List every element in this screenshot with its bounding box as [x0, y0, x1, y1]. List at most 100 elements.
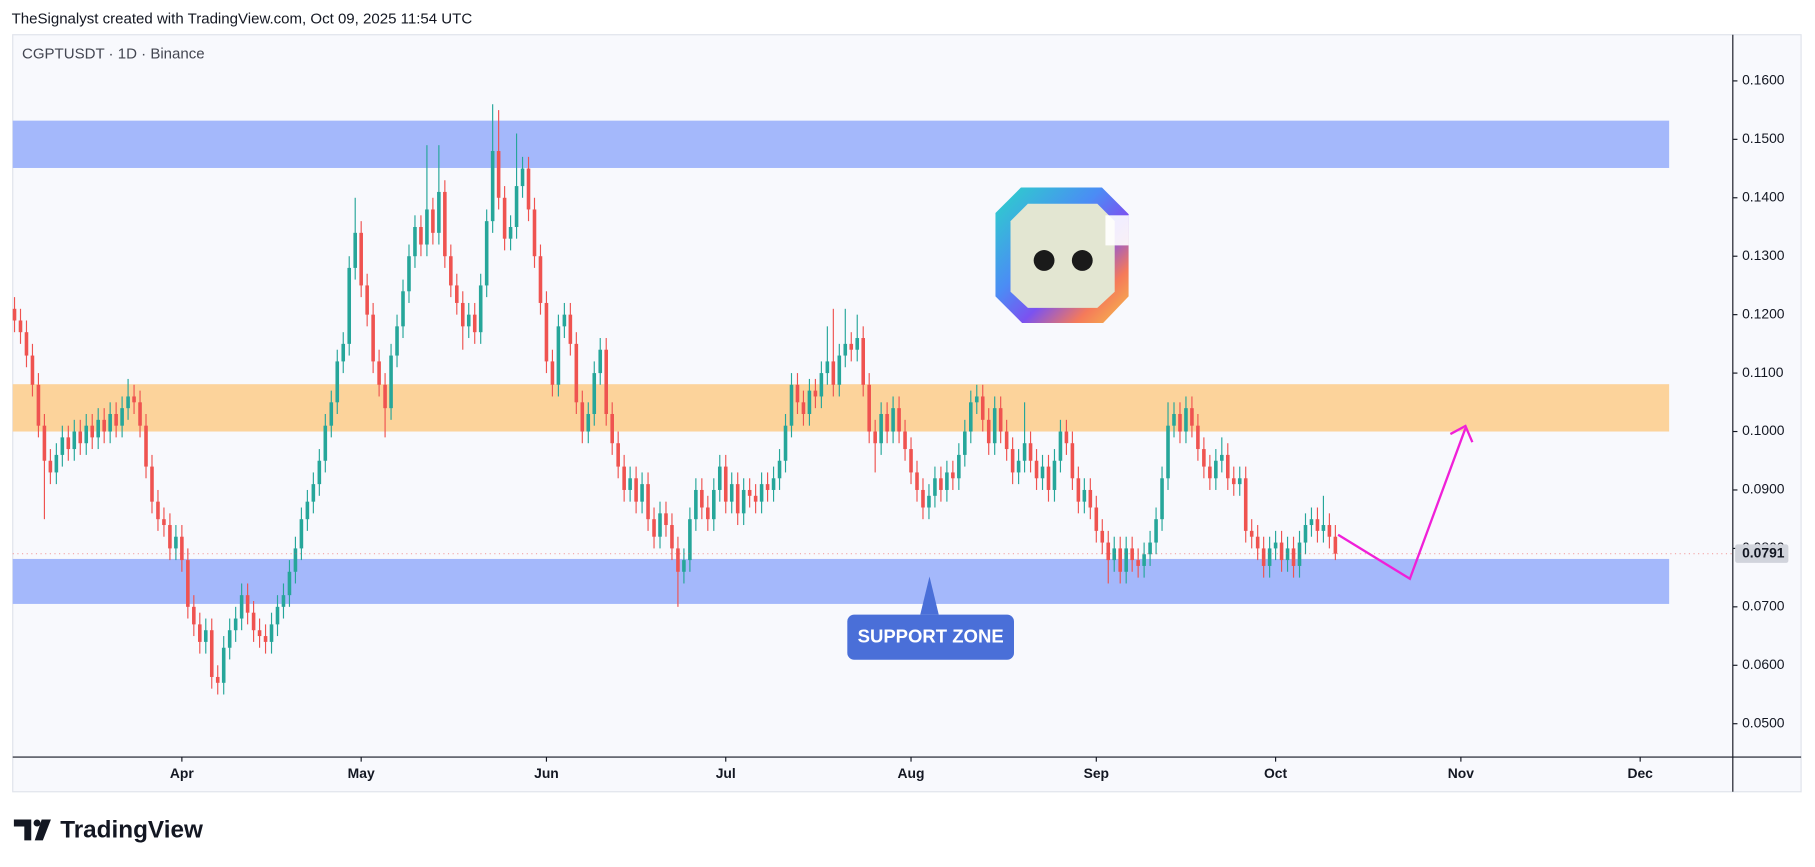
candle-body [1255, 536, 1260, 549]
candle-body [855, 338, 860, 350]
candle-body [36, 384, 41, 426]
candle-body [383, 384, 387, 409]
candle-body [287, 571, 292, 596]
candle-body [1040, 466, 1045, 479]
candle-body [1303, 525, 1308, 543]
x-tick-label: May [348, 765, 375, 781]
candle-body [544, 302, 549, 362]
candle-body [1178, 413, 1182, 432]
candle-body [992, 408, 997, 444]
candle-body [144, 425, 148, 467]
price-zone [12, 558, 1670, 604]
chart-title: CGPTUSDT · 1D · Binance [22, 45, 205, 62]
candle-body [317, 460, 322, 485]
candle-body [1082, 489, 1087, 502]
candle-body [407, 256, 411, 292]
candle-body [257, 630, 262, 637]
candle-body [437, 191, 441, 233]
candle-body [449, 256, 453, 286]
candle-body [980, 396, 985, 420]
candle-body [550, 361, 555, 385]
candle-body [634, 478, 638, 502]
candle-body [759, 484, 764, 502]
candle-body [933, 478, 937, 496]
candle-body [974, 396, 979, 403]
candle-body [299, 519, 304, 549]
price-zone [12, 384, 1670, 432]
candle-body [831, 361, 836, 385]
candle-body [1309, 519, 1314, 526]
candle-body [891, 408, 895, 432]
candle-body [837, 355, 842, 385]
candle-body [849, 343, 854, 350]
candle-body [622, 466, 626, 490]
candle-body [359, 232, 363, 286]
candles [12, 104, 1338, 695]
candle-body [897, 408, 901, 432]
price-zone [12, 120, 1670, 168]
candle-body [54, 454, 59, 473]
candle-body [568, 314, 573, 344]
candle-body [658, 513, 662, 537]
candle-body [460, 302, 465, 327]
candle-body [610, 413, 614, 444]
candle-body [1100, 530, 1105, 543]
candle-body [311, 484, 316, 502]
candle-body [84, 425, 89, 444]
candle-body [275, 606, 280, 625]
candle-body [1225, 454, 1230, 479]
candle-body [592, 373, 597, 414]
projection-arrow [1337, 424, 1474, 581]
candle-body [723, 466, 728, 502]
y-tick-label: 0.1200 [1742, 305, 1785, 321]
candle-body [1196, 425, 1200, 450]
candle-body [1094, 507, 1099, 531]
candle-body [1034, 460, 1039, 479]
candle-body [60, 437, 65, 455]
candle-body [771, 478, 776, 490]
y-tick-label: 0.0600 [1742, 656, 1785, 672]
candle-body [795, 384, 800, 403]
y-tick-label: 0.1600 [1742, 72, 1785, 88]
candle-body [192, 606, 196, 625]
support-callout: SUPPORT ZONE [847, 576, 1014, 660]
x-tick-label: Nov [1448, 765, 1474, 781]
candle-body [963, 431, 967, 455]
header: TheSignalyst created with TradingView.co… [12, 11, 473, 28]
candle-body [233, 618, 238, 631]
candle-body [520, 168, 525, 187]
candle-body [861, 338, 866, 385]
y-tick-label: 0.1300 [1742, 247, 1785, 263]
candle-body [921, 489, 925, 508]
y-tick-label: 0.1400 [1742, 188, 1785, 204]
candle-body [867, 384, 871, 432]
candle-body [706, 507, 710, 520]
candle-body [209, 630, 214, 677]
candle-body [532, 209, 537, 257]
candle-body [365, 285, 369, 315]
candle-body [472, 314, 477, 333]
candle-body [640, 484, 644, 502]
y-tick-label: 0.0500 [1742, 714, 1785, 730]
candle-body [425, 209, 429, 245]
candle-body [221, 647, 226, 683]
candle-body [879, 413, 883, 444]
candle-body [455, 285, 459, 303]
candle-body [652, 519, 656, 537]
candle-body [251, 612, 256, 631]
candle-body [431, 209, 435, 233]
coin-logo [995, 187, 1129, 323]
candle-body [1327, 525, 1332, 537]
candle-body [353, 232, 357, 268]
x-tick-label: Oct [1264, 765, 1288, 781]
candle-body [957, 454, 961, 479]
candle-body [670, 525, 674, 549]
candle-body [1208, 466, 1212, 479]
candle-body [735, 484, 740, 514]
candle-body [927, 495, 931, 508]
candle-body [389, 355, 393, 409]
candle-body [443, 191, 447, 257]
candle-body [168, 525, 172, 549]
candle-body [514, 186, 519, 227]
